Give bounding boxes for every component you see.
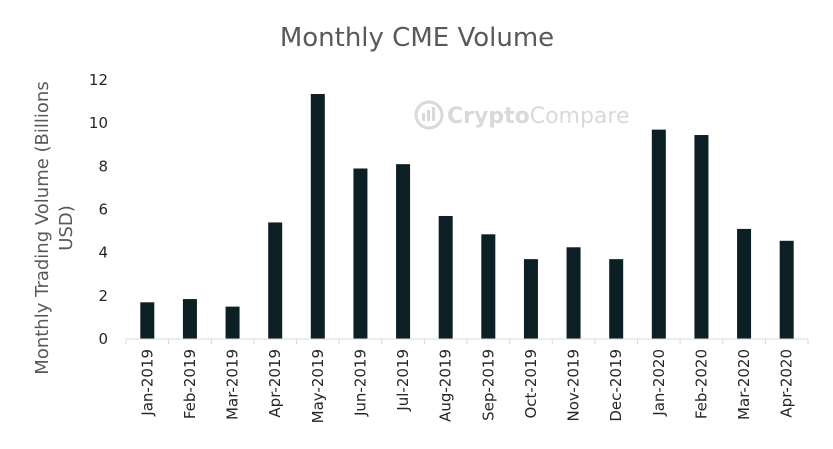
bar bbox=[225, 306, 240, 339]
bar bbox=[737, 228, 752, 339]
x-tick-label: Feb-2019 bbox=[181, 349, 199, 419]
bar bbox=[481, 234, 496, 339]
chart-title: Monthly CME Volume bbox=[280, 23, 554, 53]
bar bbox=[779, 240, 794, 339]
bar bbox=[523, 259, 538, 339]
x-axis-ticks: Jan-2019 Feb-2019 Mar-2019 Apr-2019 May-2019… bbox=[125, 339, 809, 423]
y-tick-label: 4 bbox=[98, 244, 108, 262]
watermark-text-crypto: Crypto bbox=[447, 104, 530, 129]
bar bbox=[353, 168, 368, 339]
y-axis-ticks: 0 2 4 6 8 10 12 bbox=[89, 71, 108, 348]
bar bbox=[310, 94, 325, 339]
x-tick-label: Sep-2019 bbox=[479, 349, 497, 421]
y-axis-label-line-2: USD) bbox=[56, 205, 77, 250]
x-tick-label: Jan-2019 bbox=[138, 349, 156, 417]
y-tick-label: 2 bbox=[98, 287, 108, 305]
x-tick-label: Apr-2020 bbox=[778, 349, 796, 418]
y-tick-label: 6 bbox=[98, 201, 108, 219]
x-tick-label: Aug-2019 bbox=[437, 349, 455, 422]
y-tick-label: 8 bbox=[98, 157, 108, 175]
bar bbox=[268, 222, 283, 339]
y-tick-label: 0 bbox=[98, 330, 108, 348]
y-tick-label: 10 bbox=[89, 114, 108, 132]
watermark-text-compare: Compare bbox=[530, 104, 630, 129]
x-tick-label: Dec-2019 bbox=[607, 349, 625, 422]
y-axis-label-line-1: Monthly Trading Volume (Billions bbox=[32, 81, 53, 374]
bars bbox=[140, 94, 794, 339]
x-tick-label: Nov-2019 bbox=[565, 349, 583, 421]
bar bbox=[651, 129, 666, 339]
watermark: CryptoCompare bbox=[414, 100, 630, 130]
x-tick-label: Oct-2019 bbox=[522, 349, 540, 419]
bar bbox=[140, 302, 155, 339]
bar bbox=[609, 259, 624, 339]
bar bbox=[566, 247, 581, 339]
x-tick-label: Jul-2019 bbox=[394, 349, 412, 412]
bar bbox=[694, 135, 709, 339]
bar bbox=[396, 164, 411, 339]
x-tick-label: Feb-2020 bbox=[692, 349, 710, 419]
bar bbox=[438, 215, 453, 339]
x-tick-label: Mar-2019 bbox=[224, 349, 242, 420]
x-tick-label: Apr-2019 bbox=[266, 349, 284, 418]
bar bbox=[182, 299, 197, 339]
cryptocompare-logo-icon bbox=[414, 100, 444, 130]
watermark-text: CryptoCompare bbox=[447, 104, 630, 129]
y-tick-label: 12 bbox=[89, 71, 108, 89]
x-tick-label: Jan-2020 bbox=[650, 349, 668, 417]
y-axis-label: Monthly Trading Volume (Billions USD) bbox=[32, 81, 77, 374]
x-tick-label: Mar-2020 bbox=[735, 349, 753, 420]
x-tick-label: Jun-2019 bbox=[351, 349, 369, 417]
x-tick-label: May-2019 bbox=[309, 349, 327, 423]
